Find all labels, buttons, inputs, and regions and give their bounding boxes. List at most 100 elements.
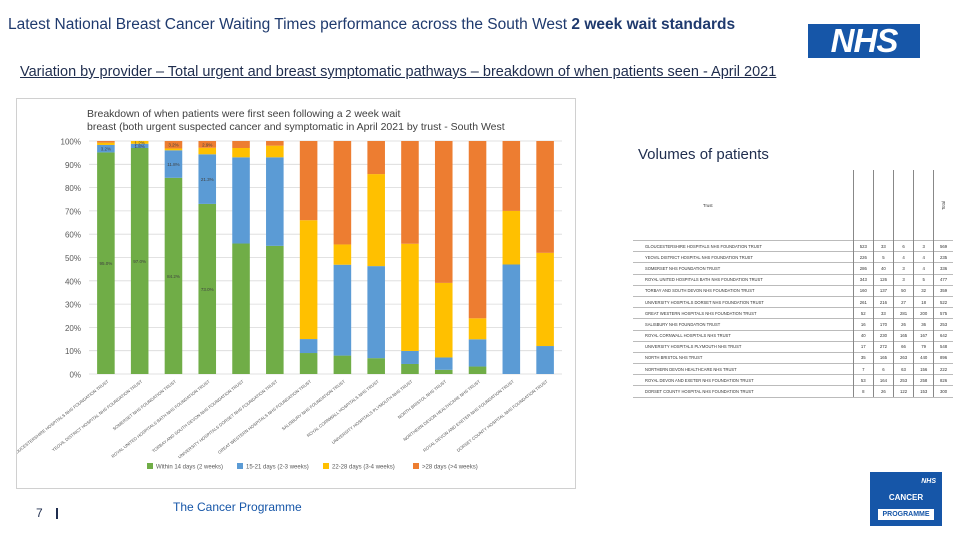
table-cell: 261 <box>852 295 874 308</box>
table-cell: 165 <box>892 329 914 342</box>
table-row: NORTH BRISTOL NHS TRUST 35 165 263 440 896 <box>633 351 953 364</box>
bar-segment <box>266 145 284 158</box>
bar-segment <box>266 141 284 146</box>
data-label: 73.0% <box>201 287 214 292</box>
table-cell: 826 <box>933 374 953 386</box>
table-cell: 16 <box>852 318 874 330</box>
data-label: 95.0% <box>100 261 113 266</box>
bar-segment <box>434 141 453 283</box>
stacked-bar-chart: Breakdown of when patients were first se… <box>10 108 562 471</box>
bar-segment <box>130 141 149 144</box>
table-cell: 440 <box>913 351 934 364</box>
table-cell: 33 <box>872 307 894 319</box>
table-cell: ROYAL DEVON AND EXETER NHS FOUNDATION TR… <box>633 374 854 386</box>
x-tick-label: ROYAL CORNWALL HOSPITALS NHS TRUST <box>306 379 380 439</box>
table-cell: SALISBURY NHS FOUNDATION TRUST <box>633 318 854 330</box>
y-tick-label: 100% <box>61 138 81 147</box>
table-row: GLOUCESTERSHIRE HOSPITALS NHS FOUNDATION… <box>633 239 953 252</box>
table-cell: TORBAY AND SOUTH DEVON NHS FOUNDATION TR… <box>633 284 854 297</box>
y-tick-label: 20% <box>65 324 81 333</box>
bar-segment <box>468 366 487 374</box>
title-bold-text: 2 week wait standards <box>571 16 736 33</box>
table-cell: 52 <box>852 307 874 319</box>
bar-segment <box>299 353 318 374</box>
volumes-title: Volumes of patients <box>638 146 769 163</box>
title-text: Latest National Breast Cancer Waiting Ti… <box>8 16 572 33</box>
bar-segment <box>502 210 521 265</box>
table-cell: 170 <box>872 318 894 330</box>
bar-segment <box>164 150 183 178</box>
table-cell: 575 <box>933 307 953 319</box>
table-cell: 336 <box>933 262 953 275</box>
y-tick-label: 0% <box>69 371 81 380</box>
table-row: SOMERSET NHS FOUNDATION TRUST 286 40 3 4 336 <box>633 262 953 275</box>
bar-segment <box>502 141 521 211</box>
bar-segment <box>367 266 385 359</box>
table-cell: 477 <box>933 273 953 286</box>
bar-segment <box>232 243 250 374</box>
table-cell: 164 <box>872 374 894 386</box>
chart-title-line-2: breast (both urgent suspected cancer and… <box>87 121 505 133</box>
bar-segment <box>367 141 385 175</box>
legend-label: 15-21 days (2-3 weeks) <box>246 465 309 471</box>
table-cell: 32 <box>913 284 934 297</box>
table-cell: 27 <box>892 295 914 308</box>
bar-segment <box>97 152 115 374</box>
table-cell: UNIVERSITY HOSPITALS PLYMOUTH NHS TRUST <box>633 340 854 353</box>
table-cell: 359 <box>933 284 953 297</box>
table-cell: 5 <box>913 273 934 286</box>
table-cell: 281 <box>892 307 914 319</box>
bar-segment <box>367 358 385 374</box>
volumes-header-row: Trust Total <box>633 170 953 241</box>
table-cell: 548 <box>933 340 953 353</box>
y-tick-label: 80% <box>65 184 81 193</box>
table-cell: 66 <box>892 340 914 353</box>
table-cell: 4 <box>892 251 914 263</box>
table-cell: 4 <box>913 262 934 275</box>
y-tick-label: 10% <box>65 347 81 356</box>
table-cell: 137 <box>872 284 894 297</box>
legend-label: Within 14 days (2 weeks) <box>156 465 223 471</box>
table-row: NORTHERN DEVON HEALTHCARE NHS TRUST 7 6 63 1… <box>633 363 953 375</box>
bar-segment <box>333 264 352 356</box>
page-subtitle: Variation by provider – Total urgent and… <box>20 64 777 80</box>
data-label: 21.3% <box>201 177 214 182</box>
bar-segment <box>299 220 318 340</box>
data-label: 97.0% <box>133 259 146 264</box>
table-cell: 126 <box>872 273 894 286</box>
table-cell: ROYAL UNITED HOSPITALS BATH NHS FOUNDATI… <box>633 273 854 286</box>
table-row: TORBAY AND SOUTH DEVON NHS FOUNDATION TR… <box>633 284 953 297</box>
table-cell: 33 <box>872 239 894 252</box>
table-cell: 569 <box>933 239 953 252</box>
table-cell: 160 <box>852 284 874 297</box>
table-cell: 226 <box>852 251 874 263</box>
table-cell: 253 <box>892 374 914 386</box>
bar-segment <box>367 174 385 267</box>
y-tick-label: 60% <box>65 231 81 240</box>
legend-swatch <box>323 463 329 469</box>
bar-segment <box>468 339 487 367</box>
table-cell: 6 <box>872 363 894 375</box>
table-row: ROYAL UNITED HOSPITALS BATH NHS FOUNDATI… <box>633 273 953 286</box>
nhs-logo: NHS <box>808 24 920 58</box>
data-label: 3.2% <box>168 143 178 148</box>
table-cell: 40 <box>852 329 874 342</box>
table-cell: 17 <box>852 340 874 353</box>
data-label: 84.2% <box>167 274 180 279</box>
bar-segment <box>468 318 487 340</box>
table-cell: 3 <box>913 239 934 252</box>
page-number-divider <box>56 508 58 519</box>
table-cell: 35 <box>852 351 874 364</box>
table-cell: 156 <box>913 363 934 375</box>
table-cell: 40 <box>872 262 894 275</box>
table-cell: 642 <box>933 329 953 342</box>
y-tick-label: 90% <box>65 161 81 170</box>
bar-segment <box>130 143 149 148</box>
page-number: 7 <box>36 506 43 520</box>
bar-segment <box>266 157 284 246</box>
bar-segment <box>299 141 318 221</box>
table-cell: 36 <box>913 318 934 330</box>
page-title: Latest National Breast Cancer Waiting Ti… <box>8 16 735 34</box>
y-tick-label: 30% <box>65 301 81 310</box>
table-cell: DORSET COUNTY HOSPITAL NHS FOUNDATION TR… <box>633 385 854 398</box>
